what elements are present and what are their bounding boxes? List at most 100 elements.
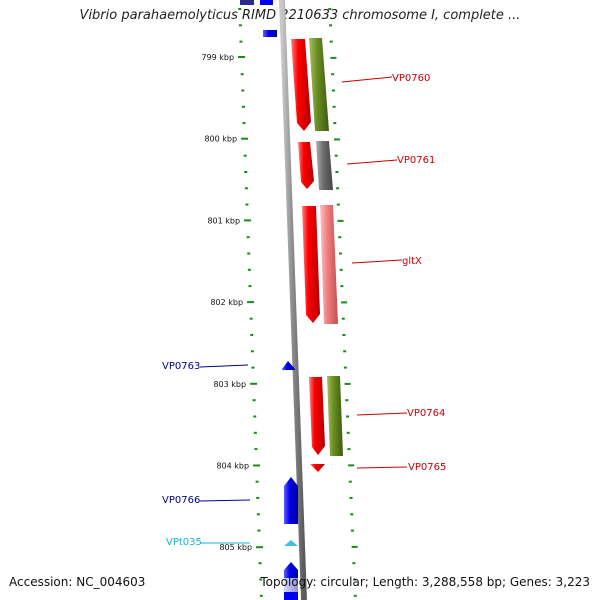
ruler-dot (259, 594, 263, 597)
gene-vp0760-arrow (291, 39, 311, 131)
ruler-dot (330, 56, 337, 59)
partial-gene-top-2 (260, 0, 273, 5)
ruler-dot (352, 562, 356, 565)
gene-vp0760-cds (309, 38, 329, 131)
ruler-dot (251, 366, 255, 369)
label-line-vp0760 (341, 76, 393, 83)
ruler-dot (238, 8, 242, 10)
gene-vp0764-arrow (309, 377, 325, 455)
ruler-tick-label: 802 kbp (210, 298, 243, 307)
ruler-dot (329, 40, 333, 43)
label-vp0764[interactable]: VP0764 (407, 408, 445, 419)
ruler-ticks: 799 kbp 800 kbp 801 kbp 802 kbp 803 kbp 804 k… (201, 53, 264, 552)
ruler-dot (328, 8, 332, 10)
ruler-tick-label: 803 kbp (213, 380, 246, 389)
ruler-dot (350, 529, 354, 532)
label-vp0766[interactable]: VP0766 (162, 495, 200, 506)
ruler-dot (257, 529, 261, 532)
ruler-tick-label: 799 kbp (201, 53, 234, 62)
ruler-dot (256, 513, 260, 516)
ruler-dot (349, 497, 353, 499)
ruler-dot (337, 219, 344, 222)
gene-vp0763-arrow (282, 361, 295, 370)
ruler-dot (341, 301, 348, 304)
ruler-tick-label: 804 kbp (216, 462, 249, 471)
ruler-dot (353, 578, 357, 581)
ruler-dot (351, 545, 358, 548)
label-vp0763[interactable]: VP0763 (162, 361, 200, 372)
ruler-dot (241, 89, 245, 92)
ruler-dot (244, 187, 248, 190)
gene-vpt035-arrow (284, 540, 298, 546)
partial-gene-bottom-dark (284, 592, 298, 600)
ruler-dot (334, 154, 338, 157)
label-vp0761[interactable]: VP0761 (397, 155, 435, 166)
ruler-dot (336, 187, 340, 190)
gene-vp0764-cds (327, 376, 343, 456)
ruler-tick-label: 800 kbp (204, 135, 237, 144)
ruler-dot (253, 431, 257, 434)
gene-vp0766-arrow (284, 477, 298, 524)
label-line-gltx (351, 259, 403, 264)
ruler-dot (256, 497, 260, 499)
gene-vp0765-arrow (310, 464, 325, 472)
ruler-dot (240, 73, 244, 76)
ruler-dot (336, 203, 340, 206)
ruler-dot (344, 382, 351, 385)
ruler-dot (242, 122, 246, 125)
ruler-dot (348, 464, 355, 467)
ruler-dot (239, 40, 243, 43)
label-vpt035[interactable]: VPt035 (166, 537, 202, 548)
ruler-dot (335, 171, 339, 173)
ruler-dot (259, 578, 263, 581)
gene-vp0761-cds (316, 141, 333, 190)
ruler-dot (250, 350, 254, 353)
ruler-dot (342, 334, 346, 336)
ruler-dot (248, 285, 252, 288)
ruler-dot (246, 236, 250, 239)
ruler-dot (353, 594, 357, 597)
label-line-vp0761 (346, 159, 398, 165)
partial-gene-top-3 (263, 30, 277, 37)
ruler-dot (339, 268, 343, 271)
gene-vp0761-arrow (298, 142, 314, 189)
ruler-dot (329, 24, 333, 27)
ruler-tick-label: 801 kbp (207, 216, 240, 225)
ruler-dot (245, 203, 249, 206)
ruler-dot (331, 89, 335, 92)
ruler-dot (255, 480, 259, 483)
summary-text: Topology: circular; Length: 3,288,558 bp… (260, 575, 590, 589)
ruler-dot (332, 105, 336, 108)
ruler-dots (238, 8, 358, 597)
ruler-dot (343, 366, 347, 369)
label-vp0765[interactable]: VP0765 (408, 462, 446, 473)
ruler-dot (343, 350, 347, 353)
label-line-vp0763 (199, 364, 249, 368)
ruler-dot (250, 334, 254, 336)
ruler-dot (247, 252, 251, 255)
partial-gene-bottom-blue (284, 562, 298, 578)
ruler-dot (340, 285, 344, 288)
ruler-dot (347, 448, 351, 451)
label-line-vp0766 (199, 499, 251, 502)
ruler-dot (345, 399, 349, 402)
partial-gene-top-1 (240, 0, 254, 5)
ruler-dot (350, 513, 354, 516)
ruler-dot (333, 122, 337, 125)
label-gltx[interactable]: gltX (402, 256, 422, 267)
ruler-dot (346, 415, 350, 418)
chromosome-backbone (279, 0, 307, 600)
accession-text: Accession: NC_004603 (9, 575, 146, 589)
ruler-dot (243, 154, 247, 157)
ruler-dot (253, 415, 257, 418)
label-line-vp0764 (356, 412, 408, 416)
ruler-dot (341, 317, 345, 320)
ruler-dot (238, 24, 242, 27)
ruler-dot (331, 73, 335, 76)
ruler-dot (348, 480, 352, 483)
ruler-dot (252, 399, 256, 402)
ruler-dot (247, 268, 251, 271)
label-vp0760[interactable]: VP0760 (392, 73, 430, 84)
